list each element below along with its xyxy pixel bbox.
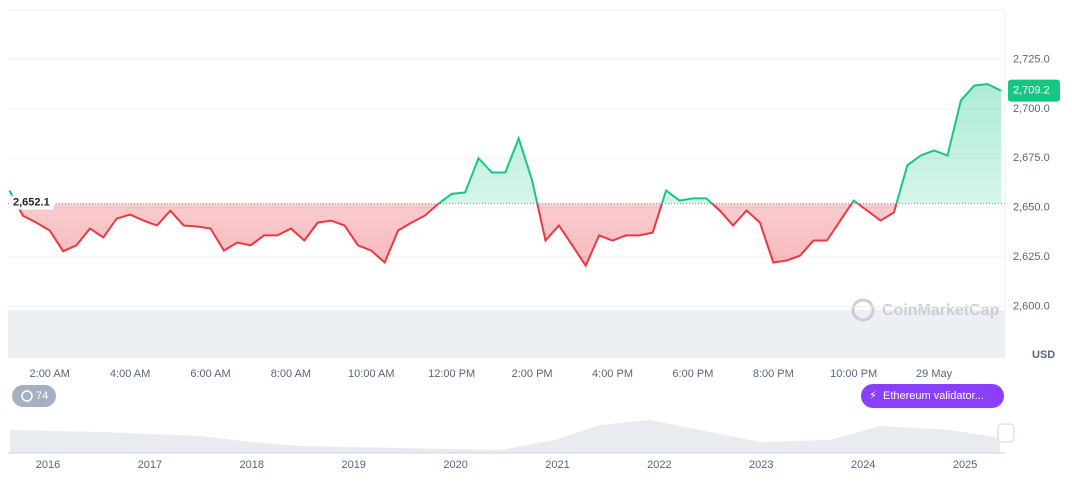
x-tick-label: 6:00 AM <box>190 368 230 380</box>
y-tick-label: 2,650.0 <box>1013 202 1050 214</box>
navigator-year: 2024 <box>851 459 875 471</box>
y-tick-label: 2,675.0 <box>1013 152 1050 164</box>
event-pill[interactable] <box>861 384 1004 408</box>
navigator-year: 2021 <box>545 459 569 471</box>
y-tick-label: 2,625.0 <box>1013 251 1050 263</box>
watermark-text: CoinMarketCap <box>882 302 1000 319</box>
price-tag <box>1008 79 1060 102</box>
event-label: Ethereum validator... <box>883 390 984 402</box>
baseline-label: 2,652.1 <box>13 196 50 208</box>
navigator-year: 2016 <box>36 459 60 471</box>
navigator-year: 2025 <box>953 459 977 471</box>
currency-label: USD <box>1032 349 1055 361</box>
area-up <box>9 84 1002 204</box>
navigator-year: 2019 <box>341 459 365 471</box>
x-tick-label: 2:00 AM <box>30 368 70 380</box>
price-tag-label: 2,709.2 <box>1013 85 1050 97</box>
navigator-handle[interactable] <box>997 423 1015 443</box>
y-tick-label: 2,600.0 <box>1013 300 1050 312</box>
x-tick-label: 8:00 AM <box>271 368 311 380</box>
x-tick-label: 10:00 AM <box>348 368 394 380</box>
badge-icon <box>21 390 33 402</box>
navigator-year: 2023 <box>749 459 773 471</box>
x-tick-label: 4:00 PM <box>592 368 633 380</box>
x-tick-label: 29 May <box>916 368 953 380</box>
volume-band <box>8 310 1005 358</box>
badge[interactable] <box>12 385 56 407</box>
navigator-area <box>10 420 1000 453</box>
navigator-year: 2017 <box>138 459 162 471</box>
x-tick-label: 8:00 PM <box>753 368 794 380</box>
area-down <box>9 203 1002 266</box>
line-up <box>8 83 1002 204</box>
x-tick-label: 10:00 PM <box>830 368 877 380</box>
event-icon: ⚡ <box>869 390 877 402</box>
watermark-logo <box>851 298 875 322</box>
x-tick-label: 12:00 PM <box>428 368 475 380</box>
x-tick-label: 6:00 PM <box>672 368 713 380</box>
badge-text: 74 <box>36 390 48 402</box>
navigator-year: 2020 <box>443 459 467 471</box>
x-tick-label: 4:00 AM <box>110 368 150 380</box>
y-tick-label: 2,725.0 <box>1013 53 1050 65</box>
line-down <box>15 203 898 268</box>
navigator-year: 2022 <box>647 459 671 471</box>
x-tick-label: 2:00 PM <box>512 368 553 380</box>
baseline-label-bg <box>10 195 54 210</box>
y-tick-label: 2,700.0 <box>1013 103 1050 115</box>
navigator-year: 2018 <box>240 459 264 471</box>
